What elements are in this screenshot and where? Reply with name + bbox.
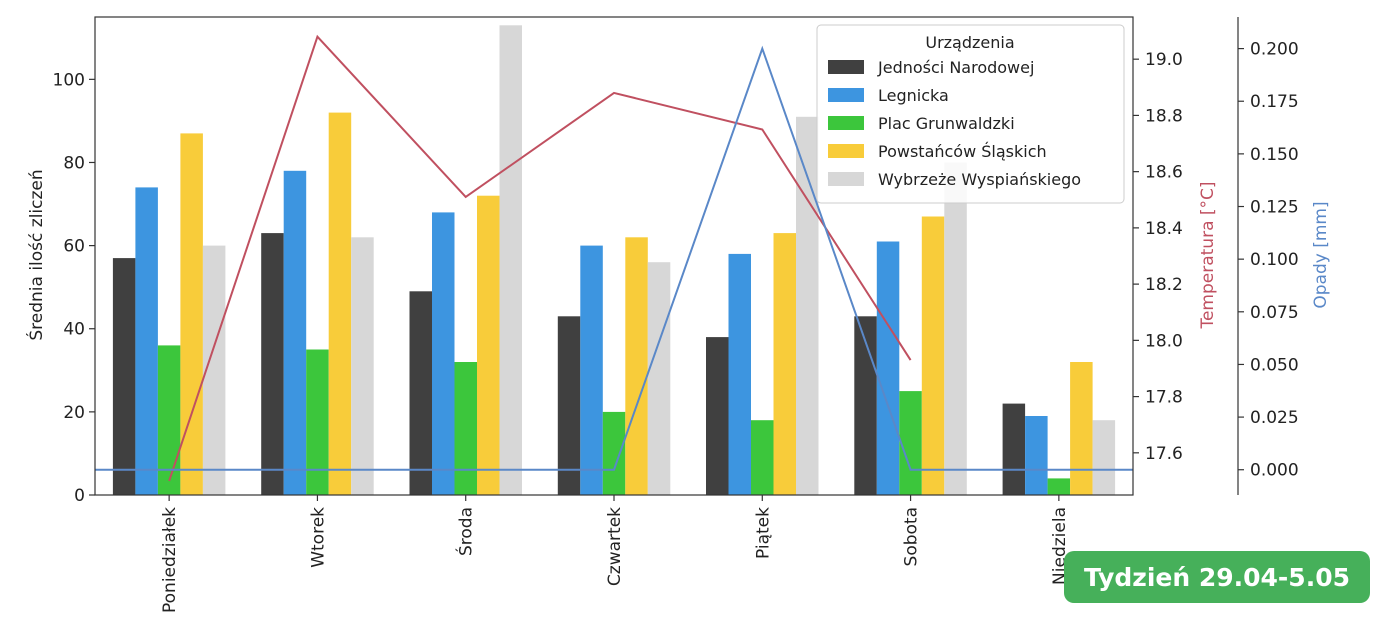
temperature-tick-label: 17.6 (1145, 444, 1183, 464)
precipitation-tick-label: 0.150 (1250, 145, 1299, 165)
bar (180, 133, 203, 495)
bar (1047, 478, 1071, 495)
y-tick-label: 60 (63, 237, 85, 257)
bar (647, 262, 671, 495)
legend-label: Wybrzeże Wyspiańskiego (878, 170, 1081, 189)
precipitation-tick-label: 0.200 (1250, 40, 1299, 60)
bar (351, 237, 374, 496)
bar (1002, 403, 1026, 495)
bar (876, 241, 900, 495)
legend-swatch (828, 172, 864, 186)
bar (1025, 416, 1048, 495)
temperature-tick-label: 19.0 (1145, 50, 1183, 70)
bar (751, 420, 774, 495)
temperature-tick-label: 18.8 (1145, 106, 1183, 126)
bar (409, 291, 432, 495)
legend-label: Jedności Narodowej (877, 58, 1034, 77)
bar (1092, 420, 1116, 495)
bar (135, 187, 158, 495)
bar (499, 25, 522, 496)
bar (625, 237, 648, 496)
precipitation-tick-label: 0.000 (1250, 461, 1299, 481)
legend-label: Legnicka (878, 86, 949, 105)
bar (773, 233, 796, 495)
bar (283, 170, 307, 496)
y-tick-label: 100 (53, 70, 85, 90)
precipitation-tick-label: 0.025 (1250, 408, 1299, 428)
bar (261, 233, 284, 495)
precipitation-tick-label: 0.100 (1250, 250, 1299, 270)
bar (557, 316, 581, 495)
bar (157, 345, 181, 495)
bar (602, 411, 626, 495)
precipitation-tick-label: 0.050 (1250, 355, 1299, 375)
bar (1070, 362, 1093, 495)
x-tick-label: Sobota (902, 507, 922, 566)
temperature-axis-label: Temperatura [°C] (1198, 181, 1218, 329)
bar (921, 216, 945, 495)
legend-items: Jedności Narodowej Legnicka Plac Grunwaldz… (828, 58, 1081, 189)
precipitation-tick-label: 0.175 (1250, 92, 1299, 112)
temperature-tick-label: 17.8 (1145, 388, 1183, 408)
y-tick-label: 20 (63, 403, 85, 423)
bar (854, 316, 877, 495)
x-tick-label: Piątek (753, 507, 773, 559)
y-tick-label: 0 (74, 486, 85, 506)
legend-box (816, 24, 1125, 204)
legend-swatch (828, 88, 864, 102)
legend-title: Urządzenia (925, 33, 1014, 52)
precipitation-tick-label: 0.125 (1250, 198, 1299, 218)
week-badge: Tydzień 29.04-5.05 (1064, 551, 1370, 603)
temperature-tick-label: 18.2 (1145, 275, 1183, 295)
x-tick-label: Środa (455, 507, 477, 556)
legend-label: Powstańców Śląskich (878, 142, 1047, 161)
precipitation-line (95, 45, 1133, 471)
bar (796, 116, 819, 496)
legend-label: Plac Grunwaldzki (878, 114, 1015, 133)
bar (112, 258, 136, 495)
precipitation-axis-label: Opady [mm] (1311, 201, 1331, 308)
bar (306, 349, 329, 495)
bar (706, 337, 729, 495)
y-axis-label: Średnia ilość zliczeń (25, 169, 47, 340)
bar (454, 362, 477, 495)
legend-swatch (828, 60, 864, 74)
bar-layer (112, 25, 1116, 496)
bar (728, 253, 751, 495)
x-tick-label: Czwartek (605, 507, 625, 586)
line-layer (95, 34, 1133, 482)
legend-swatch (828, 144, 864, 158)
temperature-line (168, 34, 912, 482)
bar (944, 162, 967, 495)
temperature-tick-label: 18.6 (1145, 163, 1183, 183)
precipitation-tick-label: 0.075 (1250, 303, 1299, 323)
y-tick-label: 40 (63, 320, 85, 340)
bar (580, 245, 603, 495)
legend: Urządzenia Jedności Narodowej Legnicka Pla… (816, 24, 1125, 204)
temperature-tick-label: 18.0 (1145, 331, 1183, 351)
x-tick-label: Wtorek (308, 507, 328, 568)
legend-swatch (828, 116, 864, 130)
bar (899, 391, 922, 495)
temperature-tick-label: 18.4 (1145, 219, 1183, 239)
y-tick-label: 80 (63, 153, 85, 173)
x-tick-label: Poniedziałek (160, 507, 180, 613)
bar (432, 212, 455, 495)
bar (328, 112, 352, 495)
bar (202, 245, 226, 495)
bar (477, 195, 500, 495)
